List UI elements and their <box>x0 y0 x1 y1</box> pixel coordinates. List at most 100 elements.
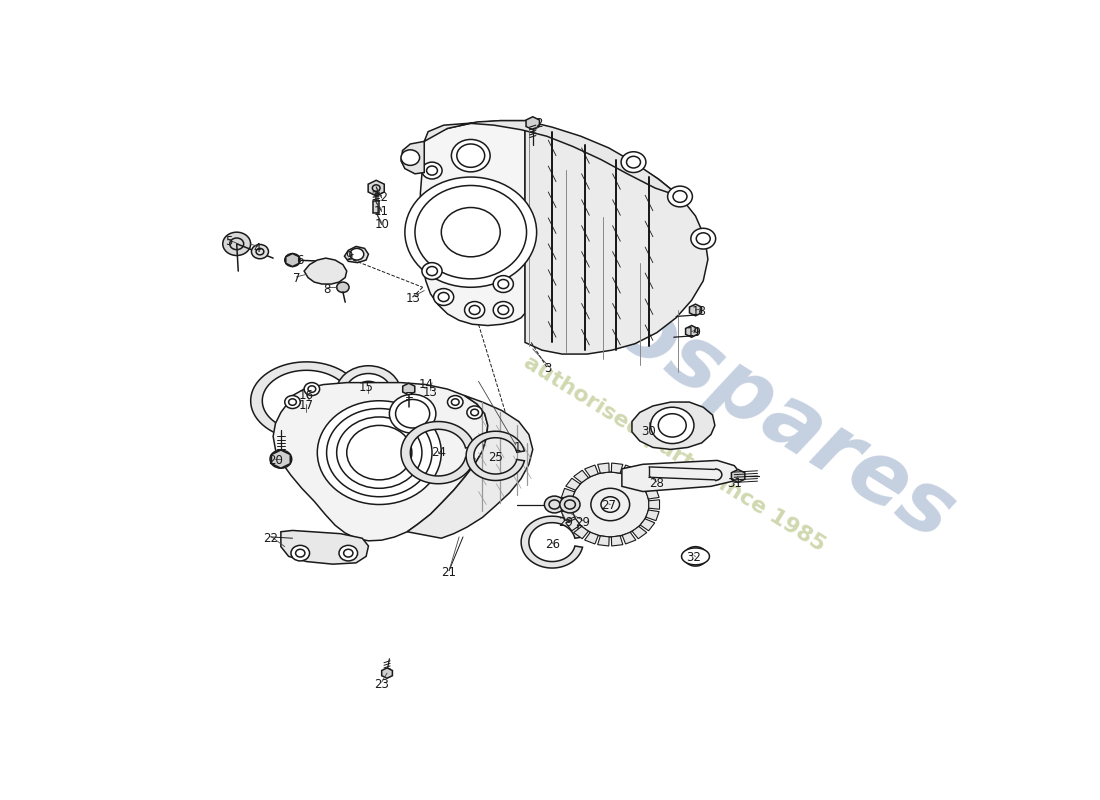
Circle shape <box>544 496 564 513</box>
Text: 29: 29 <box>559 516 573 529</box>
Text: 29: 29 <box>575 516 591 529</box>
Text: 23: 23 <box>374 678 389 690</box>
Text: 30: 30 <box>641 426 657 438</box>
Circle shape <box>336 366 402 420</box>
Polygon shape <box>574 526 589 538</box>
Polygon shape <box>623 532 636 544</box>
Circle shape <box>691 228 716 249</box>
Polygon shape <box>685 326 697 338</box>
Polygon shape <box>631 402 715 450</box>
Circle shape <box>270 450 292 468</box>
Circle shape <box>684 546 707 566</box>
Polygon shape <box>561 510 574 521</box>
Text: 12: 12 <box>374 191 389 204</box>
Polygon shape <box>574 470 589 482</box>
Polygon shape <box>646 510 659 521</box>
Polygon shape <box>521 516 583 568</box>
Text: 26: 26 <box>544 538 560 551</box>
Circle shape <box>290 546 309 561</box>
Text: 32: 32 <box>686 551 702 564</box>
Text: 2: 2 <box>536 117 542 130</box>
Polygon shape <box>402 142 425 174</box>
Text: 4: 4 <box>254 242 262 255</box>
Polygon shape <box>649 500 660 510</box>
Circle shape <box>285 395 300 409</box>
Circle shape <box>337 282 349 293</box>
Text: 14: 14 <box>418 378 433 391</box>
Text: 25: 25 <box>488 450 503 464</box>
Polygon shape <box>565 519 581 530</box>
Text: 18: 18 <box>692 305 707 318</box>
Polygon shape <box>403 383 415 395</box>
Circle shape <box>493 276 514 293</box>
Text: 7: 7 <box>293 272 300 286</box>
Circle shape <box>464 302 485 318</box>
Polygon shape <box>344 246 369 262</box>
Text: 6: 6 <box>297 254 304 266</box>
Circle shape <box>650 407 694 443</box>
Circle shape <box>572 472 649 537</box>
Polygon shape <box>407 395 532 538</box>
Polygon shape <box>466 431 525 481</box>
Polygon shape <box>623 465 636 477</box>
Text: 31: 31 <box>727 478 741 490</box>
Text: authorised parts since 1985: authorised parts since 1985 <box>520 352 829 555</box>
Circle shape <box>222 232 251 255</box>
Circle shape <box>405 177 537 287</box>
Circle shape <box>422 262 442 279</box>
Circle shape <box>317 401 441 505</box>
Text: 16: 16 <box>299 389 314 402</box>
Text: 24: 24 <box>431 446 446 459</box>
Circle shape <box>339 546 358 561</box>
Polygon shape <box>272 450 290 468</box>
Polygon shape <box>612 536 623 546</box>
Circle shape <box>350 248 364 260</box>
Text: 11: 11 <box>374 205 389 218</box>
Circle shape <box>668 186 692 207</box>
Polygon shape <box>632 526 647 538</box>
Circle shape <box>293 401 320 424</box>
Polygon shape <box>561 500 572 510</box>
Text: 9: 9 <box>345 250 353 262</box>
Polygon shape <box>368 180 384 196</box>
Polygon shape <box>640 478 654 490</box>
Circle shape <box>493 302 514 318</box>
Polygon shape <box>526 117 539 130</box>
Polygon shape <box>273 382 487 541</box>
Polygon shape <box>632 470 647 482</box>
Polygon shape <box>584 532 598 544</box>
Circle shape <box>285 254 300 266</box>
Text: 17: 17 <box>299 399 314 413</box>
Text: 19: 19 <box>686 326 702 339</box>
Polygon shape <box>420 121 525 326</box>
Polygon shape <box>280 530 368 564</box>
Text: 21: 21 <box>441 566 456 579</box>
Polygon shape <box>286 254 299 266</box>
Circle shape <box>402 150 419 166</box>
Text: 3: 3 <box>544 362 552 375</box>
Polygon shape <box>690 304 702 316</box>
Polygon shape <box>621 461 740 491</box>
Text: 5: 5 <box>226 235 232 248</box>
Polygon shape <box>561 488 574 499</box>
Text: 20: 20 <box>268 454 283 467</box>
Polygon shape <box>640 519 654 530</box>
Polygon shape <box>597 536 609 546</box>
Text: 28: 28 <box>649 478 664 490</box>
Text: 27: 27 <box>602 499 616 512</box>
Text: 10: 10 <box>374 218 389 231</box>
Text: 22: 22 <box>263 532 278 545</box>
Polygon shape <box>251 362 362 440</box>
Text: 15: 15 <box>359 382 374 394</box>
Polygon shape <box>373 201 380 213</box>
Circle shape <box>451 139 491 172</box>
Circle shape <box>252 245 268 258</box>
Polygon shape <box>402 422 475 484</box>
Polygon shape <box>612 463 623 473</box>
Circle shape <box>689 550 703 562</box>
Circle shape <box>621 152 646 173</box>
Text: 8: 8 <box>323 282 331 296</box>
Circle shape <box>422 162 442 179</box>
Text: 1: 1 <box>514 441 521 454</box>
Circle shape <box>389 394 436 433</box>
